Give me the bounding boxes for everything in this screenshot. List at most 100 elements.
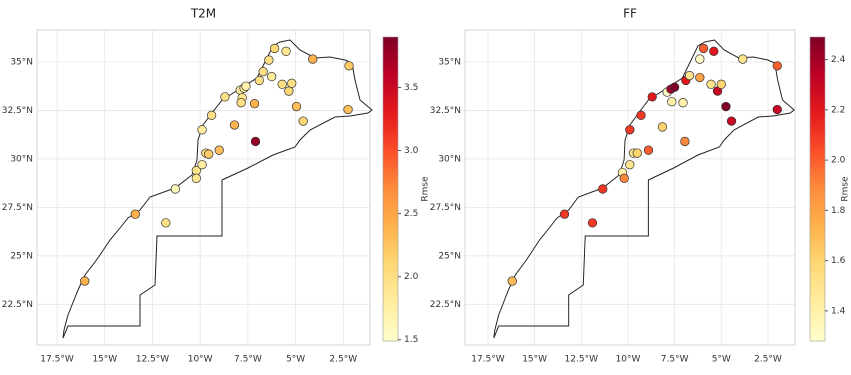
x-tick-label: 10°W [616, 355, 641, 365]
station-point [197, 125, 207, 135]
colorbar-tick-label: 1.8 [831, 206, 846, 216]
station-point [716, 79, 726, 89]
station-point [625, 160, 635, 170]
station-point [706, 79, 716, 89]
x-tick-label: 7.5°W [661, 355, 689, 365]
x-tick-label: 2.5°W [754, 355, 782, 365]
country-outline [62, 39, 373, 339]
x-tick-label: 5°W [286, 355, 305, 365]
station-point [598, 184, 608, 194]
station-point [161, 218, 171, 228]
station-point [643, 145, 654, 155]
station-point [695, 72, 705, 83]
station-point [291, 101, 302, 112]
station-point [507, 276, 517, 286]
station-point [204, 149, 214, 159]
station-point [197, 160, 207, 170]
station-point [206, 110, 217, 120]
colorbar-tick-label: 2.0 [831, 156, 846, 166]
station-point [695, 54, 705, 64]
station-point [657, 122, 668, 132]
x-tick-label: 15°W [92, 355, 117, 365]
y-tick-label: 32.5°N [430, 106, 461, 116]
station-point [130, 209, 140, 219]
station-point [632, 148, 642, 158]
y-tick-label: 25°N [438, 251, 461, 261]
colorbar [382, 36, 399, 342]
station-point [277, 79, 287, 89]
x-tick-label: 10°W [188, 355, 213, 365]
station-point [229, 120, 240, 130]
x-tick-label: 2.5°W [329, 355, 357, 365]
station-point [250, 136, 261, 147]
station-point [236, 98, 246, 108]
y-tick-label: 27.5°N [430, 203, 461, 213]
colorbar-label: Rmse [421, 176, 431, 202]
station-point [298, 116, 308, 126]
station-point [308, 54, 318, 64]
station-point [254, 75, 264, 86]
station-point [269, 43, 280, 54]
station-point [669, 82, 680, 92]
station-point [284, 86, 294, 96]
colorbar-tick-label: 1.6 [831, 256, 846, 266]
plot-frame [36, 29, 371, 346]
station-point [264, 55, 274, 65]
colorbar-tick-label: 3.5 [404, 83, 418, 93]
chart-title: T2M [190, 7, 216, 21]
colorbar [809, 36, 826, 342]
station-point [258, 67, 268, 77]
country-outline [493, 39, 795, 339]
station-point [684, 70, 695, 81]
x-tick-label: 5°W [712, 355, 731, 365]
station-point [267, 71, 277, 82]
station-point [709, 46, 719, 56]
station-point [220, 92, 230, 102]
x-tick-label: 15°W [522, 355, 547, 365]
station-point [636, 110, 646, 120]
y-tick-label: 25°N [10, 251, 33, 261]
station-point [587, 218, 598, 228]
y-tick-label: 27.5°N [2, 203, 33, 213]
station-point [619, 173, 629, 183]
station-point [281, 46, 291, 56]
colorbar-tick-label: 1.5 [404, 335, 418, 345]
station-point [772, 61, 782, 71]
plot-frame [464, 29, 796, 346]
colorbar-tick-label: 2.0 [404, 272, 419, 282]
x-tick-label: 17.5°W [471, 355, 505, 365]
station-point [343, 104, 353, 115]
station-point [667, 97, 677, 107]
x-tick-label: 12.5°W [136, 355, 170, 365]
station-point [726, 116, 737, 126]
station-point [678, 98, 688, 108]
station-point [559, 209, 570, 219]
station-point [698, 43, 709, 54]
chart-title: FF [623, 7, 637, 21]
y-tick-label: 22.5°N [430, 300, 461, 310]
y-tick-label: 30°N [10, 154, 33, 164]
colorbar-tick-label: 2.2 [831, 105, 845, 115]
station-point [680, 136, 690, 147]
y-tick-label: 32.5°N [2, 106, 33, 116]
station-point [214, 145, 224, 155]
station-point [241, 81, 251, 91]
y-tick-label: 35°N [10, 57, 33, 67]
y-tick-label: 22.5°N [2, 300, 33, 310]
y-tick-label: 30°N [438, 154, 461, 164]
station-point [625, 125, 635, 135]
station-point [191, 173, 201, 183]
station-point [738, 54, 748, 64]
station-point [170, 184, 181, 194]
colorbar-tick-label: 2.4 [831, 55, 846, 65]
station-point [287, 78, 297, 88]
station-point [80, 276, 90, 286]
station-point [344, 61, 354, 71]
station-point [249, 99, 260, 109]
x-tick-label: 17.5°W [40, 355, 74, 365]
colorbar-tick-label: 1.4 [831, 306, 846, 316]
x-tick-label: 12.5°W [565, 355, 599, 365]
y-tick-label: 35°N [438, 57, 461, 67]
colorbar-label: Rmse [841, 176, 851, 202]
